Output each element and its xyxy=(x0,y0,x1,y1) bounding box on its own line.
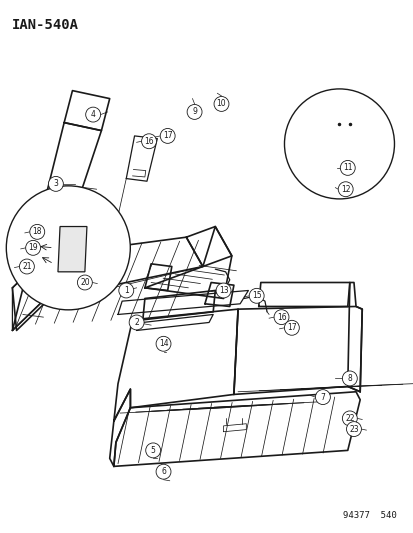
Text: 94377  540: 94377 540 xyxy=(342,511,396,520)
Text: 7: 7 xyxy=(320,393,325,401)
Text: 15: 15 xyxy=(251,292,261,300)
Circle shape xyxy=(30,224,45,239)
Circle shape xyxy=(156,336,171,351)
Text: 2: 2 xyxy=(134,318,139,327)
Text: 20: 20 xyxy=(80,278,90,287)
Circle shape xyxy=(48,176,63,191)
Circle shape xyxy=(6,186,130,310)
Circle shape xyxy=(339,160,354,175)
Circle shape xyxy=(342,371,356,386)
Text: 10: 10 xyxy=(216,100,226,108)
Circle shape xyxy=(249,288,263,303)
Text: 17: 17 xyxy=(286,324,296,332)
Text: 11: 11 xyxy=(342,164,351,172)
Text: 8: 8 xyxy=(347,374,351,383)
Text: IAN-540A: IAN-540A xyxy=(12,18,79,32)
Circle shape xyxy=(119,283,133,298)
Text: 17: 17 xyxy=(162,132,172,140)
Circle shape xyxy=(342,411,356,426)
Text: 4: 4 xyxy=(90,110,95,119)
Circle shape xyxy=(77,275,92,290)
Circle shape xyxy=(284,320,299,335)
Text: 14: 14 xyxy=(158,340,168,348)
Text: 18: 18 xyxy=(33,228,42,236)
Text: 3: 3 xyxy=(53,180,58,188)
Text: 5: 5 xyxy=(150,446,155,455)
Circle shape xyxy=(214,96,228,111)
Text: 23: 23 xyxy=(348,425,358,433)
Circle shape xyxy=(273,310,288,325)
Text: 9: 9 xyxy=(192,108,197,116)
Circle shape xyxy=(19,259,34,274)
Circle shape xyxy=(284,89,394,199)
Circle shape xyxy=(160,128,175,143)
Circle shape xyxy=(129,315,144,330)
Text: 6: 6 xyxy=(161,467,166,476)
Circle shape xyxy=(337,182,352,197)
Circle shape xyxy=(315,390,330,405)
Circle shape xyxy=(187,104,202,119)
Text: 21: 21 xyxy=(22,262,31,271)
Text: 22: 22 xyxy=(344,414,354,423)
Circle shape xyxy=(141,134,156,149)
Circle shape xyxy=(216,283,230,298)
Text: 13: 13 xyxy=(218,286,228,295)
Circle shape xyxy=(85,107,100,122)
Text: 16: 16 xyxy=(144,137,154,146)
Text: 12: 12 xyxy=(340,185,349,193)
Circle shape xyxy=(26,240,40,255)
Text: 16: 16 xyxy=(276,313,286,321)
Circle shape xyxy=(346,422,361,437)
Text: 19: 19 xyxy=(28,244,38,252)
Text: 1: 1 xyxy=(123,286,128,295)
Polygon shape xyxy=(58,227,87,272)
Circle shape xyxy=(145,443,160,458)
Circle shape xyxy=(156,464,171,479)
